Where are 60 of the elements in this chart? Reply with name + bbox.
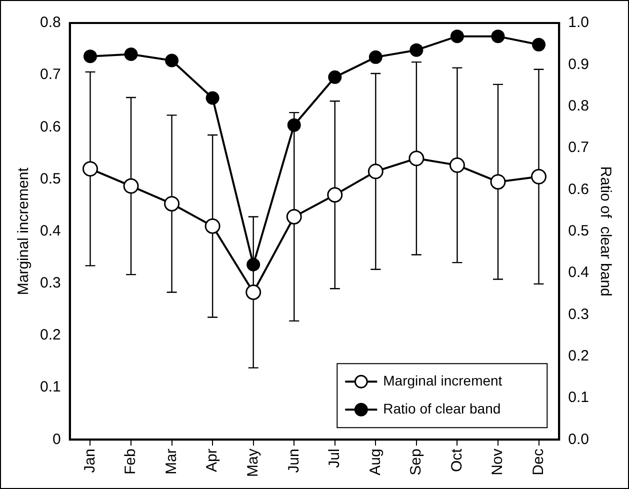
x-tick-label: May (244, 448, 262, 478)
y-tick-label: 0.7 (40, 66, 61, 84)
point (287, 118, 301, 132)
x-tick-label: Mar (162, 448, 180, 475)
y2-tick-label: 1.0 (568, 14, 590, 32)
x-tick-label: Oct (448, 448, 466, 472)
point (328, 70, 342, 84)
x-tick-label: Sep (408, 448, 425, 476)
point (123, 178, 139, 194)
x-tick-label: Jul (326, 448, 344, 468)
y-tick-label: 0.2 (40, 326, 61, 344)
point (450, 30, 464, 44)
y-tick-label: 0.3 (40, 274, 61, 292)
point (368, 50, 382, 64)
x-tick-label: Feb (122, 448, 140, 475)
y2-tick-label: 0.9 (568, 56, 590, 73)
point (246, 284, 262, 300)
y2-tick-label: 0.1 (568, 389, 590, 406)
point (206, 91, 220, 105)
point (408, 150, 424, 166)
x-tick-label: Jan (81, 448, 98, 473)
point (164, 196, 180, 212)
y-tick-label: 0.8 (40, 14, 61, 32)
y-tick-label: 0.5 (40, 170, 61, 188)
y2-tick-label: 0.4 (568, 264, 590, 282)
point (286, 209, 302, 224)
x-tick-label: Dec (530, 448, 547, 476)
y2-tick-label: 0.6 (568, 180, 590, 198)
point (82, 161, 98, 177)
point (531, 168, 547, 184)
y-tick-label: 0.6 (40, 118, 61, 136)
point (532, 38, 546, 52)
point (327, 187, 343, 203)
y2-tick-label: 0.0 (568, 430, 590, 448)
legend-label: Ratio of clear band (383, 400, 501, 417)
y2-tick-label: 0.3 (568, 306, 590, 323)
y2-tick-label: 0.2 (568, 347, 590, 364)
x-tick-label: Nov (489, 448, 506, 476)
point (368, 164, 384, 180)
point (410, 43, 424, 57)
x-tick-label: Apr (204, 448, 221, 472)
y2-tick-label: 0.7 (568, 139, 590, 156)
point (204, 218, 220, 234)
y-tick-label: 0.1 (40, 378, 61, 396)
point (165, 54, 179, 68)
legend-label: Marginal increment (383, 372, 502, 389)
point (491, 30, 505, 44)
point (490, 174, 506, 190)
point (124, 48, 138, 61)
y2-tick-label: 0.5 (568, 222, 590, 240)
y2-axis-title: Ratio of clear band (596, 166, 614, 296)
y2-tick-label: 0.8 (568, 97, 590, 114)
y-tick-label: 0 (52, 430, 61, 448)
point (246, 258, 260, 272)
x-tick-label: Aug (366, 448, 384, 476)
x-tick-label: Jun (285, 448, 302, 473)
y-axis-title: Marginal increment (15, 166, 32, 296)
point (449, 157, 465, 173)
point (83, 50, 97, 64)
y-tick-label: 0.4 (40, 222, 61, 240)
